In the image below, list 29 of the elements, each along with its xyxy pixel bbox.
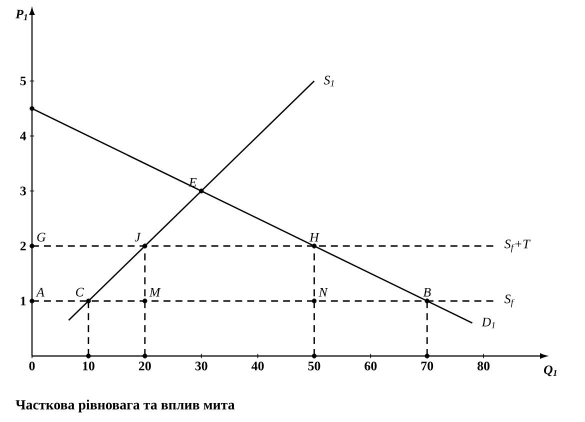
y-tick-label: 4 — [20, 132, 26, 140]
annotation: C — [76, 288, 84, 296]
y-tick-label: 3 — [20, 186, 26, 196]
y-axis-title: P$_{1}$ — [16, 10, 28, 20]
series-label: D$_{1}$ — [482, 318, 495, 328]
x-tick-label: 10 — [83, 362, 94, 370]
series-label: S$_{f}$+T — [504, 240, 531, 252]
text: Часткова рівновага та вплив мита — [16, 400, 235, 412]
x-tick-label: 0 — [29, 362, 35, 370]
series-label: S$_{f}$ — [504, 294, 514, 308]
annotation: G — [37, 232, 46, 242]
x-tick-label: 20 — [138, 362, 151, 370]
x-tick-label: 60 — [364, 362, 377, 370]
y-tick-label: 2 — [20, 242, 26, 250]
annotation: A — [36, 288, 44, 296]
y-tick-label: 1 — [20, 296, 26, 306]
y-tick-label: 5 — [20, 76, 26, 86]
x-tick-label: 80 — [478, 362, 490, 370]
annotation: N — [318, 288, 328, 296]
x-tick-label: 30 — [195, 362, 208, 370]
x-tick-label: 70 — [421, 362, 434, 370]
x-tick-label: 40 — [251, 362, 264, 370]
annotation: J — [134, 232, 141, 242]
annotation: B — [423, 288, 431, 296]
series-label: S$_{1}$ — [324, 76, 334, 86]
annotation: H — [309, 233, 320, 242]
annotation: M — [149, 288, 161, 296]
x-axis-title: Q$_{1}$ — [544, 365, 556, 376]
x-tick-label: 50 — [308, 362, 320, 370]
